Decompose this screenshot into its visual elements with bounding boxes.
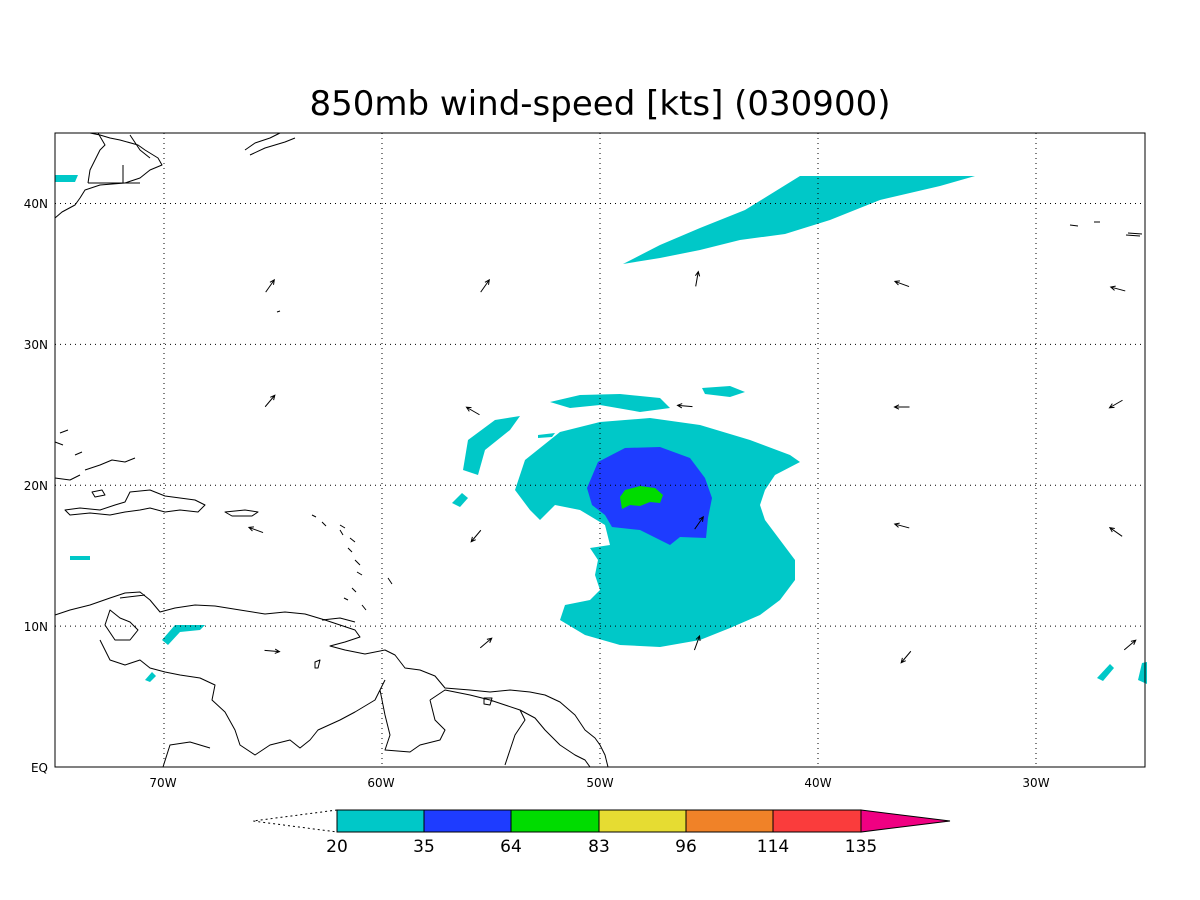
wind-speed-shading xyxy=(55,175,1147,684)
wind-arrow xyxy=(1109,285,1126,292)
coast-south-america xyxy=(54,591,609,768)
wind-arrow xyxy=(1123,639,1137,651)
wind-blob-small-3 xyxy=(70,556,90,560)
coast-north-america xyxy=(54,132,163,219)
longitude-labels: 70W 60W 50W 40W 30W xyxy=(149,776,1049,790)
wind-blob-small-5 xyxy=(145,672,156,682)
wind-arrow xyxy=(1108,399,1123,409)
colorbar-label-83: 83 xyxy=(588,837,610,857)
wind-band-north xyxy=(623,176,975,264)
wind-arrow xyxy=(893,404,910,410)
colorbar-label-114: 114 xyxy=(757,837,789,857)
colorbar-segment-20-35 xyxy=(336,809,425,833)
colorbar-segment-35-64 xyxy=(423,809,512,833)
wind-blob-corner xyxy=(55,175,78,182)
wind-arrow xyxy=(264,394,276,408)
lat-label-10n: 10N xyxy=(24,620,48,634)
wind-arrow xyxy=(694,270,701,287)
wind-arrow xyxy=(893,280,910,288)
lat-label-30n: 30N xyxy=(24,338,48,352)
map-panel xyxy=(54,132,1147,768)
map-frame xyxy=(54,132,1146,768)
lat-label-eq: EQ xyxy=(31,761,48,775)
coast-lesser-antilles xyxy=(311,514,393,611)
wind-arrow xyxy=(694,515,704,530)
latitude-labels: 40N 30N 20N 10N EQ xyxy=(24,197,48,775)
wind-arrow xyxy=(693,634,701,651)
lon-label-40w: 40W xyxy=(804,776,831,790)
lon-label-50w: 50W xyxy=(586,776,613,790)
colorbar-segment-64-83 xyxy=(510,809,600,833)
wind-blob-small-1 xyxy=(538,433,555,438)
wind-arrow xyxy=(676,403,693,409)
coastlines xyxy=(54,132,1143,768)
colorbar-label-96: 96 xyxy=(675,837,697,857)
storm-eye xyxy=(636,506,650,512)
wind-blob-east-1 xyxy=(1097,664,1114,681)
wind-arrow xyxy=(465,406,480,416)
wind-blob-small-4 xyxy=(162,625,205,645)
colorbar-label-20: 20 xyxy=(326,837,348,857)
wind-arrow xyxy=(900,650,912,664)
colorbar-segment-114-135 xyxy=(772,809,862,833)
wind-arrow xyxy=(1108,527,1123,537)
map-title: 850mb wind-speed [kts] (030900) xyxy=(310,84,891,124)
lon-label-60w: 60W xyxy=(367,776,394,790)
coast-bermuda xyxy=(276,310,281,313)
coast-puerto-rico xyxy=(224,509,259,517)
wind-vectors xyxy=(247,270,1137,664)
wind-arrow xyxy=(480,278,490,293)
colorbar-segment-83-96 xyxy=(598,809,687,833)
wind-arrow xyxy=(264,648,281,654)
wind-strand-2 xyxy=(702,386,745,397)
colorbar: 20 35 64 83 96 114 135 xyxy=(252,809,951,857)
coast-hispaniola xyxy=(64,489,206,516)
coast-azores xyxy=(1069,221,1143,237)
colorbar-under-triangle xyxy=(252,809,338,833)
graticule xyxy=(55,133,1145,767)
wind-arrow xyxy=(893,522,910,529)
colorbar-over-triangle xyxy=(860,809,951,833)
lat-label-40n: 40N xyxy=(24,197,48,211)
lon-label-70w: 70W xyxy=(149,776,176,790)
wind-arrow xyxy=(265,278,275,293)
colorbar-label-135: 135 xyxy=(845,837,877,857)
wind-arm-west xyxy=(463,416,520,475)
coast-nova-scotia xyxy=(244,132,296,156)
wind-blob-small-2 xyxy=(452,493,468,507)
wind-arrow xyxy=(479,637,493,649)
coast-cuba xyxy=(54,429,136,481)
colorbar-segment-96-114 xyxy=(685,809,774,833)
colorbar-label-64: 64 xyxy=(500,837,522,857)
colorbar-label-35: 35 xyxy=(413,837,435,857)
wind-strand-1 xyxy=(550,394,670,412)
wind-blob-east-2 xyxy=(1138,662,1147,684)
wind-arrow xyxy=(470,529,482,543)
storm-eyewall-64kt xyxy=(620,486,663,509)
wind-arrow xyxy=(247,526,264,534)
lon-label-30w: 30W xyxy=(1022,776,1049,790)
lat-label-20n: 20N xyxy=(24,479,48,493)
